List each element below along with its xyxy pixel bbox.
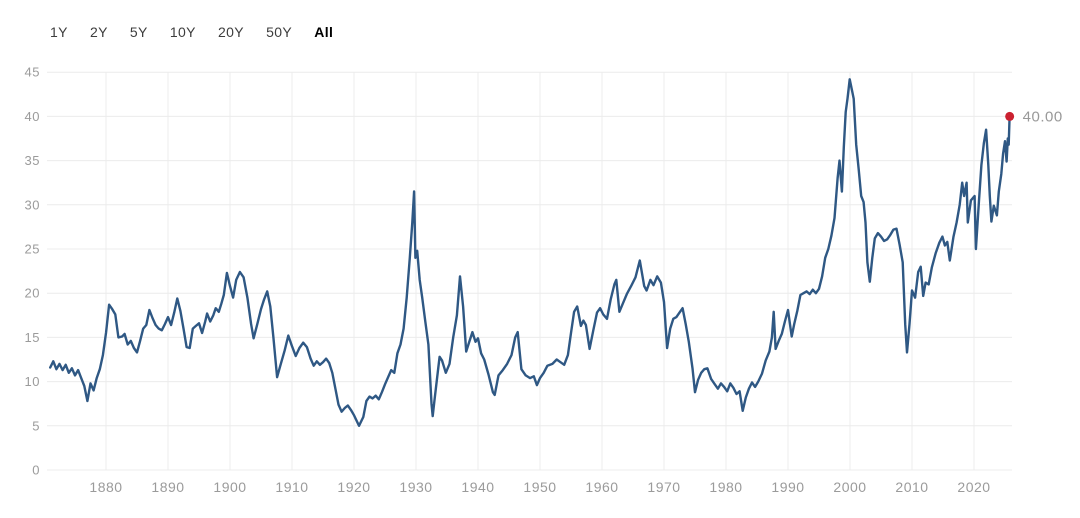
x-tick-label: 1880 [89,479,122,495]
last-value-label: 40.00 [1023,108,1063,125]
range-button-20y[interactable]: 20Y [217,24,245,40]
x-tick-label: 1970 [647,479,680,495]
x-tick-label: 1930 [399,479,432,495]
y-tick-label: 20 [25,286,40,301]
y-tick-label: 5 [32,418,40,433]
y-tick-label: 10 [25,374,40,389]
range-button-1y[interactable]: 1Y [50,24,68,40]
y-tick-label: 25 [25,242,40,257]
x-tick-label: 1980 [709,479,742,495]
y-tick-label: 45 [25,65,40,80]
pe-line [49,78,1011,427]
x-tick-label: 1910 [275,479,308,495]
x-tick-label: 1920 [337,479,370,495]
y-tick-label: 35 [25,153,40,168]
y-tick-label: 15 [25,330,40,345]
x-tick-label: 1940 [461,479,494,495]
range-button-5y[interactable]: 5Y [129,24,148,40]
y-tick-label: 40 [25,109,40,124]
range-button-all[interactable]: All [314,24,334,40]
last-point-marker [1005,111,1015,121]
y-tick-label: 30 [25,197,40,212]
x-tick-label: 1890 [151,479,184,495]
x-tick-label: 1900 [213,479,246,495]
y-tick-label: 0 [32,463,40,478]
x-tick-label: 1990 [771,479,804,495]
range-button-10y[interactable]: 10Y [169,24,196,40]
x-tick-label: 1950 [523,479,556,495]
time-range-buttons: 1Y 2Y 5Y 10Y 20Y 50Y All [50,24,333,40]
range-button-2y[interactable]: 2Y [89,24,108,40]
x-tick-label: 2020 [957,479,990,495]
x-tick-label: 2000 [833,479,866,495]
x-tick-label: 1960 [585,479,618,495]
x-tick-label: 2010 [895,479,928,495]
range-button-50y[interactable]: 50Y [266,24,293,40]
